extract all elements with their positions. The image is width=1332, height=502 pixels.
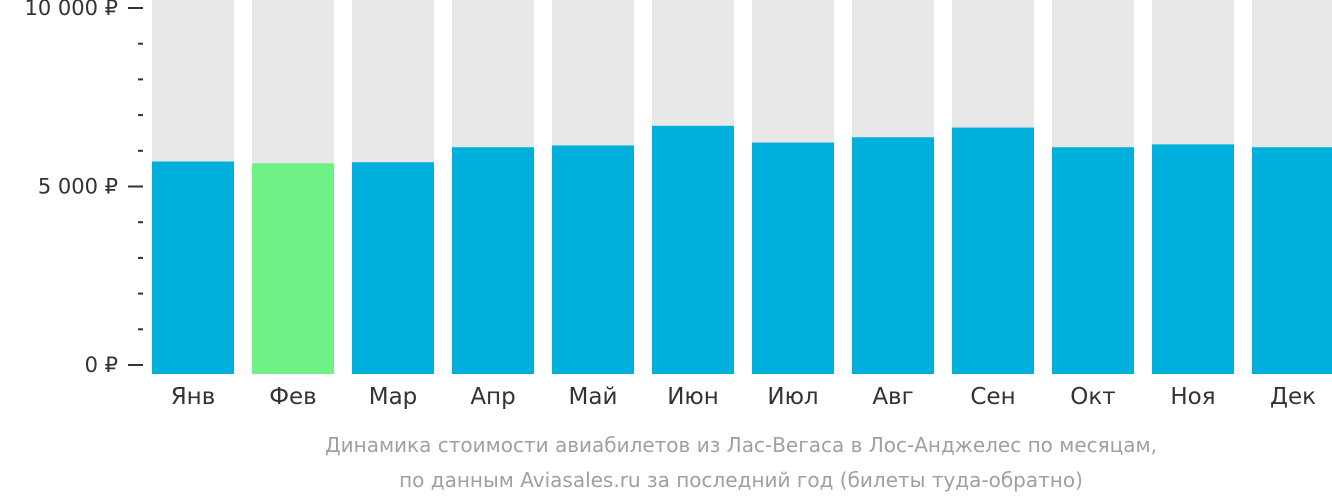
y-tick-label: 10 000 ₽	[24, 0, 118, 20]
bar	[552, 145, 634, 374]
x-tick-label: Сен	[970, 384, 1015, 410]
bar	[352, 162, 434, 374]
bar	[152, 161, 234, 374]
bar	[652, 125, 734, 374]
bar	[252, 163, 334, 374]
x-tick-label: Ноя	[1170, 384, 1215, 410]
x-tick-label: Мар	[369, 384, 418, 410]
x-tick-label: Июн	[667, 384, 719, 410]
x-tick-label: Май	[569, 384, 618, 410]
x-tick-label: Июл	[767, 384, 818, 410]
x-tick-label: Фев	[269, 384, 317, 410]
x-axis-labels: Янв Фев Мар Апр Май Июн Июл Авг Сен Окт Ноя Дек	[171, 384, 1316, 410]
bar	[952, 127, 1034, 374]
x-tick-label: Апр	[470, 384, 515, 410]
chart-caption-line-2: по данным Aviasales.ru за последний год …	[399, 468, 1083, 492]
bar	[852, 137, 934, 374]
bars	[152, 0, 1332, 374]
bar	[1252, 147, 1332, 374]
x-tick-label: Дек	[1270, 384, 1316, 410]
bar	[452, 147, 534, 374]
x-tick-label: Авг	[872, 384, 913, 410]
x-tick-label: Янв	[171, 384, 216, 410]
y-tick-label: 5 000 ₽	[38, 175, 118, 199]
bar	[1052, 147, 1134, 374]
bar	[1152, 144, 1234, 374]
y-tick-label: 0 ₽	[85, 353, 118, 377]
y-axis: 0 ₽ 5 000 ₽ 10 000 ₽	[24, 0, 143, 377]
x-tick-label: Окт	[1070, 384, 1115, 410]
chart-caption-line-1: Динамика стоимости авиабилетов из Лас-Ве…	[325, 433, 1157, 457]
price-chart: 0 ₽ 5 000 ₽ 10 000 ₽ Янв Фев Мар Апр Май Июн Июл…	[24, 0, 1332, 410]
bar	[752, 142, 834, 374]
